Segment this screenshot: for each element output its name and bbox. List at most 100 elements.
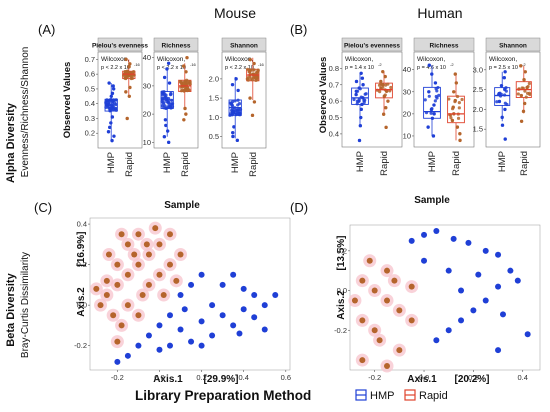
data-point xyxy=(131,70,136,74)
y-tick-label: 0.8 xyxy=(329,64,339,73)
stat-test-label: Wilcoxon, xyxy=(225,56,253,63)
data-point xyxy=(169,92,173,96)
facet-strip xyxy=(153,37,199,52)
scatter-point xyxy=(251,314,258,321)
panel-a-facet-1: Pielou's evenness Wilcoxon, p < 2.2 x 10 -1… xyxy=(85,37,148,177)
x-tick-label: 0.4 xyxy=(518,373,528,382)
series-hmp xyxy=(114,271,279,365)
data-point xyxy=(234,77,238,81)
data-point xyxy=(454,81,459,85)
scatter-point xyxy=(482,297,489,304)
legend-rapid-label: Rapid xyxy=(419,390,448,402)
box-hmp xyxy=(351,71,369,143)
data-point xyxy=(357,86,361,90)
scatter-point xyxy=(251,292,258,299)
data-point xyxy=(363,92,367,96)
data-point xyxy=(524,95,528,99)
scatter-point xyxy=(177,292,184,299)
legend-hmp-label: HMP xyxy=(370,390,394,402)
scatter-point xyxy=(167,312,173,319)
data-point xyxy=(248,96,252,100)
facet-strip xyxy=(221,37,267,52)
y-tick-label: 3.0 xyxy=(473,65,483,74)
x-tick-label-rapid: Rapid xyxy=(379,151,390,176)
scatter-point xyxy=(167,231,173,238)
y-tick-label: 10 xyxy=(403,131,411,140)
x-tick-label-hmp: HMP xyxy=(497,151,508,172)
x-tick-label: -0.2 xyxy=(111,373,124,382)
data-point xyxy=(426,125,430,129)
scatter-point xyxy=(173,277,180,284)
stat-p-exponent: -2 xyxy=(522,62,526,67)
data-point xyxy=(236,103,240,107)
alpha-diversity-label: Alpha Diversity xyxy=(5,102,17,183)
data-point xyxy=(163,104,167,108)
y-tick-label: 0.0 xyxy=(337,286,347,295)
data-point xyxy=(162,75,167,80)
data-point xyxy=(106,99,110,103)
panel-d-scatter: -0.2 0.0 0.2 0.4 -0.2 0.0 0.2 xyxy=(334,224,541,382)
box-hmp xyxy=(494,70,511,141)
data-point xyxy=(457,101,461,105)
scatter-point xyxy=(408,283,415,290)
data-point xyxy=(447,97,451,101)
y-tick-label: 0.7 xyxy=(329,80,339,89)
panel-b-facet-2: Richness Wilcoxon, p = 4.6 x 10 -2 10 20 30 40 H… xyxy=(403,37,475,176)
scatter-point xyxy=(495,347,502,354)
facet-strip xyxy=(413,37,475,52)
scatter-point xyxy=(396,347,403,354)
data-point xyxy=(163,92,167,96)
stat-test-label: Wilcoxon, xyxy=(417,56,445,63)
data-point xyxy=(123,70,127,74)
data-point xyxy=(381,69,385,74)
data-point xyxy=(235,108,240,112)
y-tick-label: 2.0 xyxy=(209,74,219,83)
data-point xyxy=(523,89,527,93)
scatter-point xyxy=(188,338,195,345)
scatter-point xyxy=(124,271,131,278)
scatter-point xyxy=(103,277,110,284)
y-tick-label: 30 xyxy=(403,87,411,96)
scatter-point xyxy=(371,327,378,334)
stat-test-label: Wilcoxon, xyxy=(157,56,185,63)
panel-d-xlabel-pct: [20.2%] xyxy=(454,374,489,385)
panel-d-ylabel-pct: [13.5%] xyxy=(336,235,347,270)
data-point xyxy=(252,61,256,66)
data-point xyxy=(495,100,499,104)
y-tick-label: 10 xyxy=(143,138,151,147)
panel-c-ylabel-name: Axis.2 xyxy=(76,287,87,317)
data-point xyxy=(497,99,502,104)
x-tick-label-rapid: Rapid xyxy=(124,152,135,177)
scatter-point xyxy=(135,312,142,319)
scatter-point xyxy=(351,297,358,304)
data-point xyxy=(522,78,526,82)
panel-b-ylabel: Observed Values xyxy=(318,57,329,134)
data-point xyxy=(160,100,164,104)
data-point xyxy=(247,70,251,74)
data-point xyxy=(453,72,457,76)
data-point xyxy=(124,76,128,81)
scatter-point xyxy=(421,231,428,238)
scatter-point xyxy=(408,317,415,324)
data-point xyxy=(427,90,431,94)
data-point xyxy=(497,91,501,96)
scatter-point xyxy=(198,318,205,325)
data-point xyxy=(164,106,168,111)
data-point xyxy=(503,70,507,74)
scatter-point xyxy=(433,337,440,344)
data-point xyxy=(499,83,504,88)
scatter-point xyxy=(198,271,205,278)
scatter-point xyxy=(359,317,366,324)
stat-test-label: Wilcoxon, xyxy=(345,56,373,63)
data-point xyxy=(503,137,507,141)
data-point xyxy=(423,98,427,102)
facet-title: Shannon xyxy=(499,43,527,50)
scatter-point xyxy=(384,297,391,304)
panel-d-ylabel-name: Axis.2 xyxy=(336,290,347,320)
x-tick-label: 0.0 xyxy=(419,373,429,382)
scatter-point xyxy=(139,292,146,299)
scatter-point xyxy=(118,231,125,238)
scatter-point xyxy=(114,281,121,288)
data-point xyxy=(235,138,240,143)
panel-c-scatter: -0.2 0.0 0.2 0.4 0.6 -0.2 0.0 0.2 0.4 xyxy=(74,217,291,382)
